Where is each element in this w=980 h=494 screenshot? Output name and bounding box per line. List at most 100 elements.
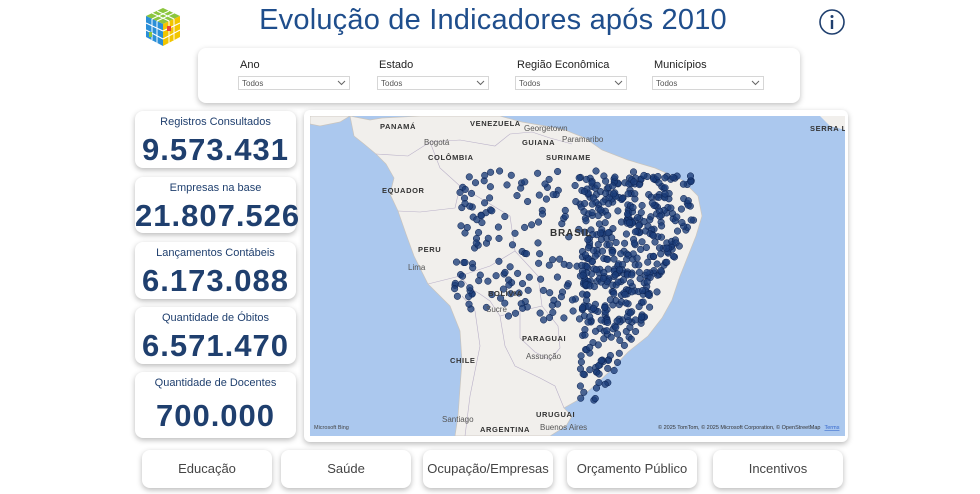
location-dot <box>465 173 473 181</box>
filter-dropdown[interactable]: Todos <box>377 76 489 90</box>
location-dot <box>581 199 589 208</box>
location-dot <box>673 213 681 221</box>
location-dot <box>487 168 495 176</box>
location-dot <box>575 174 583 182</box>
location-dot <box>628 288 636 296</box>
location-dot <box>556 255 564 263</box>
filter-value: Todos <box>381 79 403 88</box>
location-dot <box>613 317 621 325</box>
location-dot <box>684 197 692 205</box>
location-dot <box>643 268 651 277</box>
location-dot <box>572 198 580 206</box>
kpi-label: Quantidade de Docentes <box>154 377 277 389</box>
location-dot <box>604 255 612 263</box>
location-dot <box>649 252 658 260</box>
chevron <box>337 80 346 86</box>
location-dots <box>451 167 698 404</box>
location-dot <box>545 261 553 269</box>
location-dot <box>488 291 496 299</box>
location-dot <box>638 313 646 321</box>
location-dot <box>481 171 489 179</box>
nav-button[interactable]: Incentivos <box>713 450 843 488</box>
page-title: Evolução de Indicadores após 2010 <box>259 4 727 36</box>
location-dot <box>626 309 634 317</box>
location-dot <box>465 300 473 308</box>
location-dot <box>569 307 577 315</box>
location-dot <box>604 229 612 237</box>
location-dot <box>524 286 532 294</box>
location-dot <box>594 341 602 349</box>
location-dot <box>586 343 594 351</box>
location-dot <box>549 308 557 316</box>
location-dot <box>599 274 607 282</box>
filter-dropdown[interactable]: Todos <box>515 76 627 90</box>
location-dot <box>628 271 636 279</box>
info-button[interactable] <box>818 8 846 36</box>
location-dot <box>624 190 632 198</box>
location-dot <box>604 364 612 372</box>
nav-button[interactable]: Educação <box>142 450 272 488</box>
map-label: Assunção <box>526 352 562 361</box>
kpi-card: Quantidade de Óbitos 6.571.470 <box>135 307 296 364</box>
location-dot <box>646 303 654 311</box>
location-dot <box>575 315 584 323</box>
location-dot <box>591 327 600 335</box>
filter-dropdown[interactable]: Todos <box>238 76 350 90</box>
location-dot <box>519 304 527 312</box>
filter-dropdown[interactable]: Todos <box>652 76 764 90</box>
location-dot <box>535 259 543 267</box>
nav-button[interactable]: Ocupação/Empresas <box>423 450 553 488</box>
location-dot <box>536 250 544 258</box>
map-label: EQUADOR <box>382 186 425 195</box>
location-dot <box>610 190 618 198</box>
location-dot <box>603 327 611 335</box>
map-label: Lima <box>408 263 426 272</box>
location-dot <box>653 260 661 268</box>
location-dot <box>598 247 607 255</box>
filter-label: Municípios <box>654 59 707 71</box>
location-dot <box>539 286 547 294</box>
location-dot <box>581 326 589 334</box>
map-label: PARAGUAI <box>522 334 566 343</box>
location-dot <box>617 250 625 258</box>
location-dot <box>635 261 643 269</box>
location-dot <box>597 357 605 365</box>
location-dot <box>601 303 609 311</box>
location-dot <box>631 228 639 236</box>
location-dot <box>576 365 585 373</box>
location-dot <box>565 233 573 241</box>
location-dot <box>616 336 624 344</box>
location-dot <box>452 258 461 266</box>
location-dot <box>588 258 596 266</box>
nav-button[interactable]: Orçamento Público <box>567 450 697 488</box>
location-dot <box>521 178 529 186</box>
location-dot <box>568 296 576 304</box>
location-dot <box>545 175 553 183</box>
location-dot <box>639 298 647 306</box>
nav-button[interactable]: Saúde <box>281 450 411 488</box>
map-label: VENEZUELA <box>470 119 521 128</box>
location-dot <box>655 179 663 187</box>
location-dot <box>609 182 617 190</box>
location-dot <box>632 327 640 336</box>
location-dot <box>577 358 585 366</box>
location-dot <box>596 229 604 237</box>
location-dot <box>610 366 618 375</box>
filter-value: Todos <box>656 79 678 88</box>
location-dot <box>673 227 682 235</box>
map-label: CHILE <box>450 356 476 365</box>
location-dot <box>534 239 542 247</box>
location-dot <box>600 268 608 277</box>
location-dot <box>600 335 608 343</box>
location-dot <box>630 239 638 247</box>
location-dot <box>654 172 662 181</box>
map-label: COLÔMBIA <box>428 153 474 162</box>
location-dot <box>514 269 522 277</box>
location-dot <box>635 268 643 276</box>
location-dot <box>560 314 568 322</box>
location-dot <box>582 217 590 225</box>
location-dot <box>610 255 618 263</box>
kpi-card: Quantidade de Docentes 700.000 <box>135 372 296 438</box>
map-label: Paramaribo <box>562 135 604 144</box>
filter-panel <box>198 48 800 103</box>
